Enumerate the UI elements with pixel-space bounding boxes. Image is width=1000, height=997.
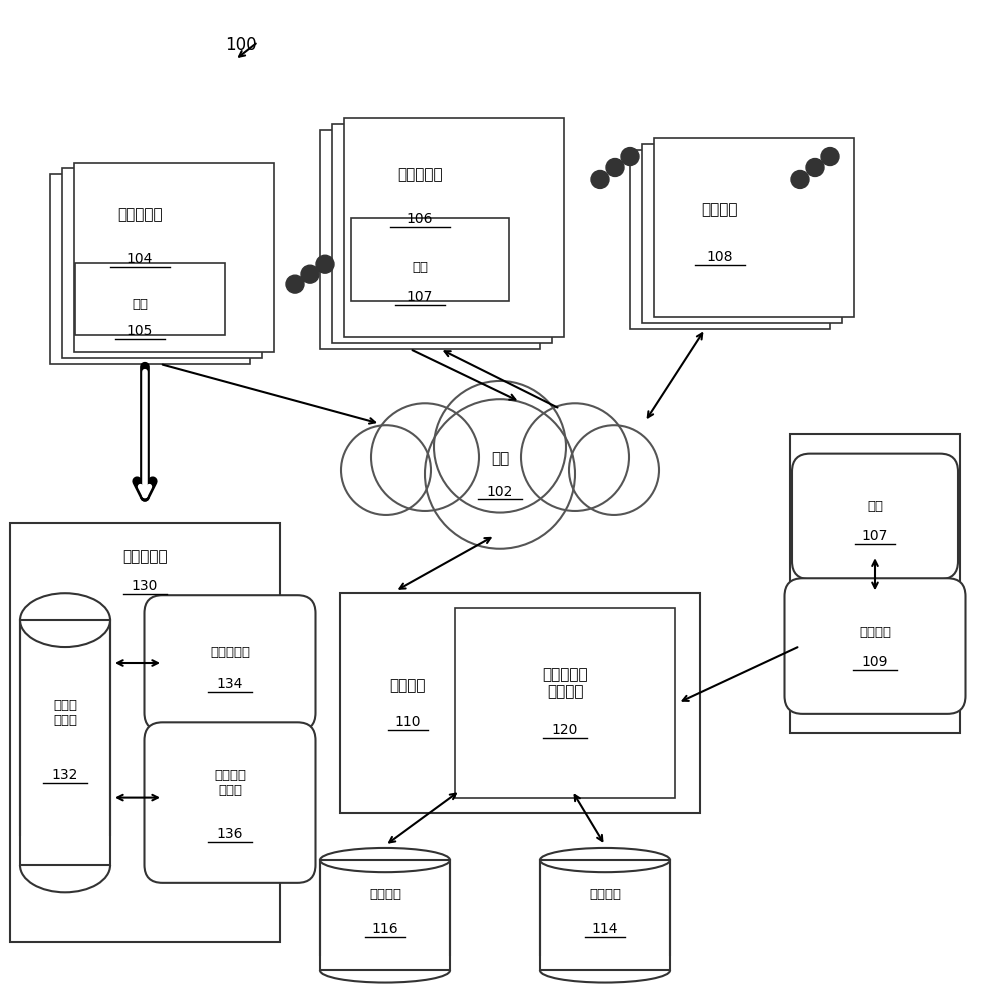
Text: 原生应用
服务器: 原生应用 服务器 [214, 769, 246, 797]
Text: 114: 114 [592, 922, 618, 936]
Text: 107: 107 [862, 529, 888, 543]
Ellipse shape [540, 958, 670, 983]
FancyBboxPatch shape [145, 722, 316, 883]
FancyBboxPatch shape [74, 163, 274, 352]
Text: 100: 100 [225, 36, 257, 54]
Bar [10, 523, 280, 942]
Text: 用户设备: 用户设备 [702, 201, 738, 217]
Ellipse shape [320, 958, 450, 983]
Bar [538, 956, 672, 970]
Text: 资源: 资源 [132, 297, 148, 311]
Circle shape [425, 399, 575, 548]
Text: 106: 106 [407, 212, 433, 226]
FancyBboxPatch shape [630, 150, 830, 329]
Text: 搜索系统: 搜索系统 [390, 678, 426, 694]
Text: 网络索引: 网络索引 [369, 887, 401, 901]
Text: 应用清单: 应用清单 [859, 625, 891, 639]
FancyBboxPatch shape [62, 168, 262, 358]
Text: 网络: 网络 [491, 451, 509, 467]
FancyBboxPatch shape [332, 124, 552, 343]
Ellipse shape [20, 593, 110, 647]
FancyBboxPatch shape [792, 454, 958, 579]
Bar [455, 608, 675, 798]
Circle shape [434, 381, 566, 512]
Text: 130: 130 [132, 579, 158, 593]
Circle shape [606, 159, 624, 176]
Text: 资源发布商: 资源发布商 [117, 206, 163, 222]
Text: 105: 105 [127, 324, 153, 338]
Text: 116: 116 [372, 922, 398, 936]
Text: 应用: 应用 [867, 499, 883, 513]
Circle shape [316, 255, 334, 273]
Text: 108: 108 [707, 250, 733, 264]
Text: 109: 109 [862, 655, 888, 669]
Circle shape [821, 148, 839, 166]
Bar [20, 620, 110, 865]
Circle shape [301, 265, 319, 283]
Text: 应用: 应用 [412, 260, 428, 274]
Text: 网络服务器: 网络服务器 [210, 645, 250, 659]
Circle shape [591, 170, 609, 188]
Bar [18, 836, 112, 865]
Text: 102: 102 [487, 485, 513, 498]
Bar [20, 620, 110, 865]
Text: 134: 134 [217, 677, 243, 691]
FancyBboxPatch shape [654, 138, 854, 317]
Text: 110: 110 [395, 715, 421, 729]
Circle shape [371, 404, 479, 511]
Ellipse shape [320, 847, 450, 872]
Bar [320, 860, 450, 970]
FancyBboxPatch shape [784, 578, 966, 714]
Text: 发布商
存储器: 发布商 存储器 [53, 699, 77, 727]
Text: 104: 104 [127, 252, 153, 266]
FancyBboxPatch shape [344, 118, 564, 337]
Circle shape [791, 170, 809, 188]
Ellipse shape [540, 847, 670, 872]
Bar [540, 860, 670, 970]
FancyBboxPatch shape [320, 130, 540, 349]
Text: 107: 107 [407, 290, 433, 304]
Circle shape [521, 404, 629, 511]
Ellipse shape [20, 838, 110, 892]
Circle shape [806, 159, 824, 176]
Circle shape [286, 275, 304, 293]
Bar [318, 956, 452, 970]
FancyBboxPatch shape [145, 595, 316, 731]
Bar [790, 434, 960, 733]
Text: 应用抓取和
索引系统: 应用抓取和 索引系统 [542, 667, 588, 699]
Circle shape [341, 425, 431, 514]
Bar [540, 860, 670, 970]
FancyBboxPatch shape [642, 144, 842, 323]
FancyBboxPatch shape [50, 174, 250, 364]
Text: 应用发布商: 应用发布商 [397, 166, 443, 182]
Text: 应用索引: 应用索引 [589, 887, 621, 901]
Circle shape [569, 425, 659, 514]
Text: 120: 120 [552, 723, 578, 737]
Bar [340, 593, 700, 813]
Circle shape [621, 148, 639, 166]
Text: 136: 136 [217, 828, 243, 841]
Bar [75, 263, 225, 335]
Text: 132: 132 [52, 768, 78, 782]
Bar [320, 860, 450, 970]
Text: 发布商后端: 发布商后端 [122, 548, 168, 564]
Bar [351, 217, 509, 301]
